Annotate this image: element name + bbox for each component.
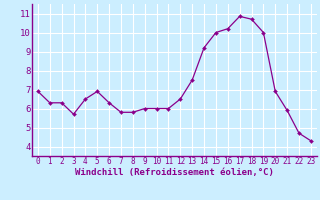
X-axis label: Windchill (Refroidissement éolien,°C): Windchill (Refroidissement éolien,°C) <box>75 168 274 177</box>
